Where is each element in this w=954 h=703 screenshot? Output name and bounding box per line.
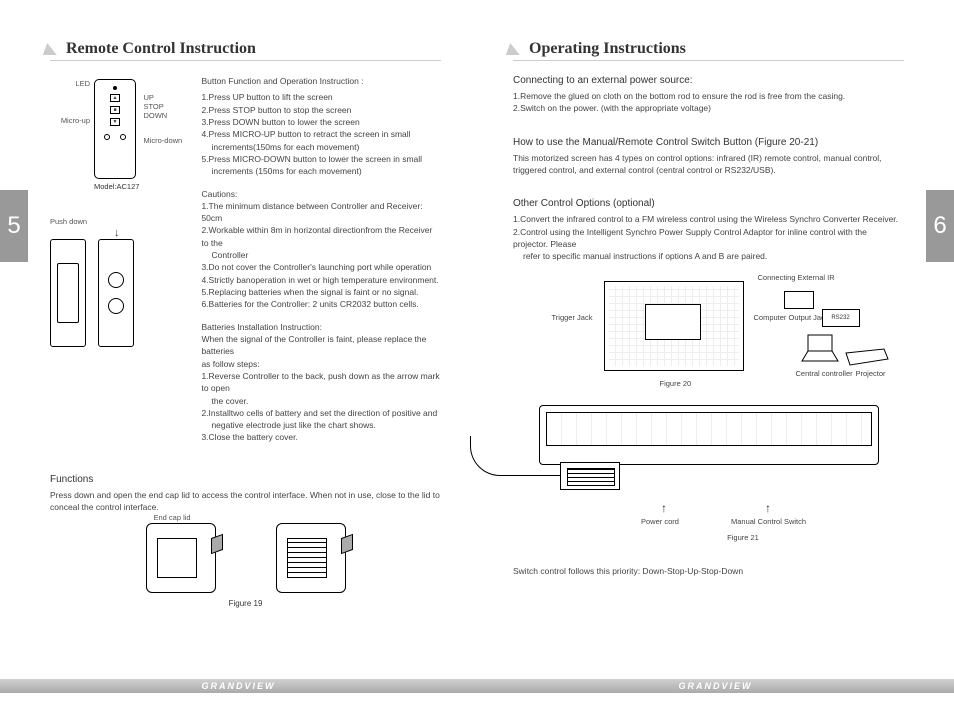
figure-21-label: Figure 21 <box>713 533 773 542</box>
priority-note: Switch control follows this priority: Do… <box>513 565 904 577</box>
down-button-icon: ▼ <box>110 118 120 126</box>
laptop-icon <box>800 333 840 363</box>
page-5: Remote Control Instruction LED Micro-up … <box>0 0 477 703</box>
caution-line: 4.Strictly banoperation in wet or high t… <box>201 274 441 286</box>
label-projector: Projector <box>856 369 886 378</box>
instruction-line: 2.Press STOP button to stop the screen <box>201 104 441 116</box>
page-6: Operating Instructions Connecting to an … <box>477 0 954 703</box>
cautions-heading: Cautions: <box>201 188 441 200</box>
label-connecting-ir: Connecting External IR <box>758 273 835 282</box>
label-power-cord: Power cord <box>641 517 679 526</box>
label-push-down: Push down <box>50 217 183 226</box>
howto-heading: How to use the Manual/Remote Control Swi… <box>513 137 904 148</box>
label-up-stop-down: UP STOP DOWN <box>143 93 183 120</box>
remote-back-outline <box>50 239 86 347</box>
caution-line: 2.Workable within 8m in horizontal direc… <box>201 224 441 249</box>
label-trigger-jack: Trigger Jack <box>552 313 593 322</box>
instruction-line: 4.Press MICRO-UP button to retract the s… <box>201 128 441 140</box>
instruction-line: increments (150ms for each movement) <box>211 165 441 177</box>
functions-heading: Functions <box>50 474 441 485</box>
page-spread: Remote Control Instruction LED Micro-up … <box>0 0 954 703</box>
instruction-text-block: Button Function and Operation Instructio… <box>201 75 441 444</box>
figure-20-label: Figure 20 <box>660 379 692 388</box>
connect-line: 1.Remove the glued on cloth on the botto… <box>513 90 904 102</box>
battery-line: 3.Close the battery cover. <box>201 431 441 443</box>
footer-brand-right: GRANDVIEW <box>477 679 954 693</box>
label-manual-switch: Manual Control Switch <box>731 517 806 526</box>
other-heading: Other Control Options (optional) <box>513 198 904 209</box>
instructions-heading: Button Function and Operation Instructio… <box>201 75 441 87</box>
connect-line: 2.Switch on the power. (with the appropr… <box>513 102 904 114</box>
caution-line: Controller <box>211 249 441 261</box>
label-rs232: RS232 <box>822 309 860 327</box>
section-title-operating: Operating Instructions <box>513 40 904 61</box>
arrow-down-icon: ↓ <box>50 228 183 239</box>
howto-text: This motorized screen has 4 types on con… <box>513 152 904 177</box>
section-title-remote: Remote Control Instruction <box>50 40 441 61</box>
battery-line: as follow steps: <box>201 358 441 370</box>
arrow-up-icon: ↑ <box>661 501 667 515</box>
micro-up-button-icon <box>104 134 110 140</box>
micro-down-button-icon <box>120 134 126 140</box>
battery-line: negative electrode just like the chart s… <box>211 419 441 431</box>
battery-line: the cover. <box>211 395 441 407</box>
figure-19-label: Figure 19 <box>50 599 441 608</box>
caution-line: 6.Batteries for the Controller: 2 units … <box>201 298 441 310</box>
up-button-icon: ▲ <box>110 94 120 102</box>
label-central-controller: Central controller <box>796 369 853 378</box>
end-cap-diagram-row: End cap lid <box>50 523 441 593</box>
instruction-line: 1.Press UP button to lift the screen <box>201 91 441 103</box>
coin-cell-icon <box>108 298 124 314</box>
label-led: LED <box>50 79 90 88</box>
remote-diagram-column: LED Micro-up ▲ ■ ▼ <box>50 75 183 444</box>
caution-line: 3.Do not cover the Controller's launchin… <box>201 261 441 273</box>
instruction-line: 3.Press DOWN button to lower the screen <box>201 116 441 128</box>
battery-heading: Batteries Installation Instruction: <box>201 321 441 333</box>
caution-line: 1.The minimum distance between Controlle… <box>201 200 441 225</box>
functions-text: Press down and open the end cap lid to a… <box>50 489 441 514</box>
label-micro-up: Micro-up <box>50 116 90 125</box>
projector-icon <box>844 347 890 369</box>
connect-heading: Connecting to an external power source: <box>513 75 904 86</box>
arrow-up-icon: ↑ <box>765 501 771 515</box>
instruction-line: increments(150ms for each movement) <box>211 141 441 153</box>
other-line: 1.Convert the infrared control to a FM w… <box>513 213 904 225</box>
screen-housing-diagram <box>539 405 879 465</box>
instruction-line: 5.Press MICRO-DOWN button to lower the s… <box>201 153 441 165</box>
figure-20-diagram: Connecting External IR Trigger Jack Comp… <box>544 271 874 391</box>
end-cap-closed-diagram <box>146 523 216 593</box>
battery-line: 1.Reverse Controller to the back, push d… <box>201 370 441 395</box>
other-line: 2.Control using the Intelligent Synchro … <box>513 226 904 251</box>
label-micro-down: Micro-down <box>143 136 183 145</box>
stop-button-icon: ■ <box>110 106 120 114</box>
label-model: Model:AC127 <box>94 182 139 191</box>
label-computer-output: Computer Output Jack <box>754 313 829 322</box>
remote-body-diagram: ▲ ■ ▼ <box>94 79 136 179</box>
other-line: refer to specific manual instructions if… <box>523 250 904 262</box>
coin-cell-icon <box>108 272 124 288</box>
battery-diagram <box>98 239 134 347</box>
label-end-cap-lid: End cap lid <box>154 513 191 522</box>
footer-brand-left: GRANDVIEW <box>0 679 477 693</box>
battery-line: When the signal of the Controller is fai… <box>201 333 441 358</box>
caution-line: 5.Replacing batteries when the signal is… <box>201 286 441 298</box>
power-cord-icon <box>470 436 560 476</box>
battery-line: 2.Installtwo cells of battery and set th… <box>201 407 441 419</box>
switch-module-icon <box>560 462 620 490</box>
led-icon <box>113 86 117 90</box>
end-cap-open-diagram <box>276 523 346 593</box>
